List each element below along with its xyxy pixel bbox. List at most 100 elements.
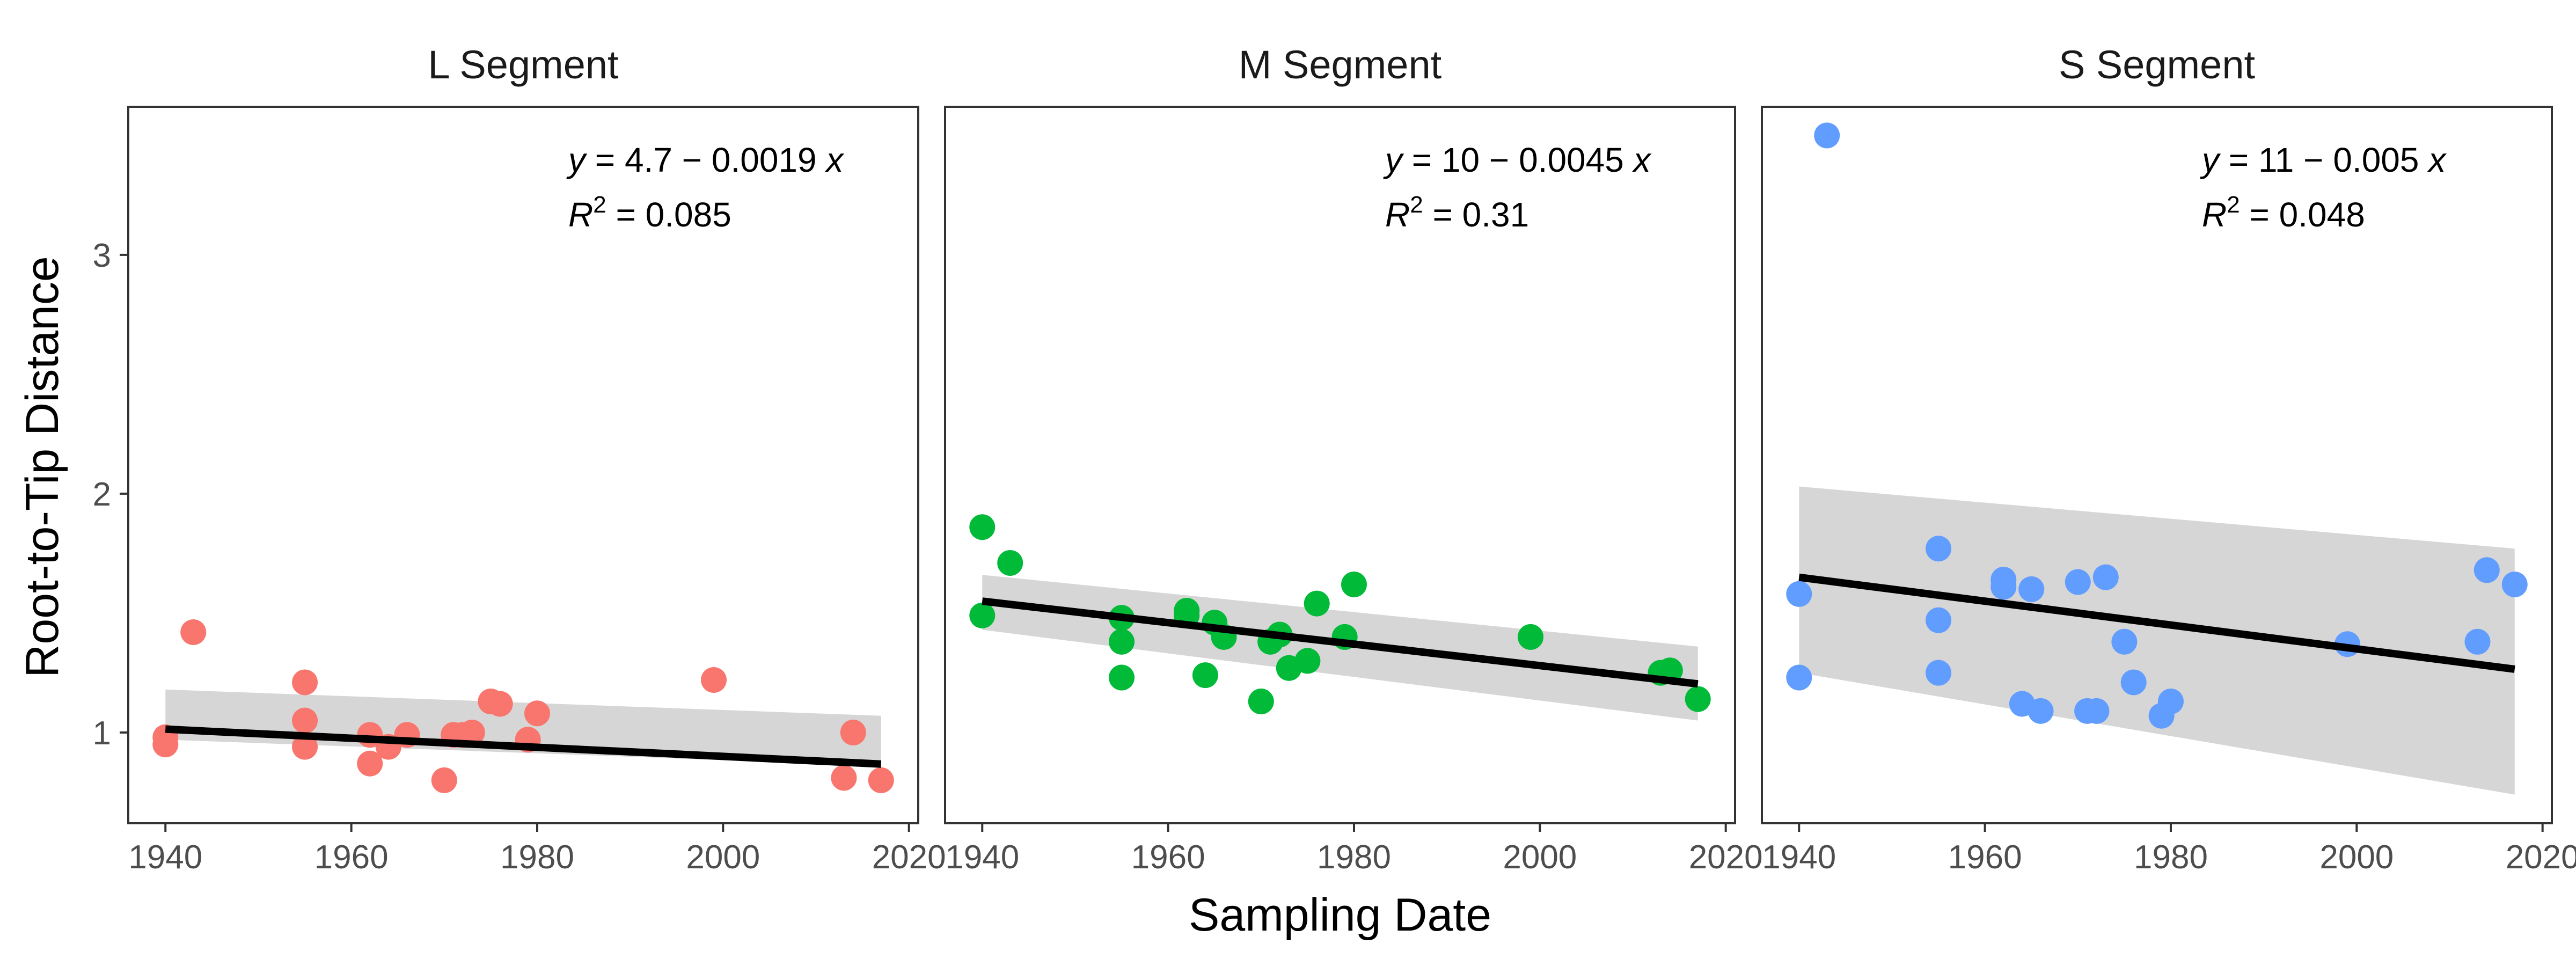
regression-line xyxy=(982,597,1699,688)
data-point xyxy=(701,667,727,693)
equation-x: x xyxy=(2427,141,2447,179)
regression-equation: y = 10 − 0.0045 x xyxy=(1383,141,1652,179)
x-axis-title: Sampling Date xyxy=(1189,889,1491,941)
data-point xyxy=(1248,689,1274,715)
equation-y: y xyxy=(566,141,588,179)
equation-y: y xyxy=(2200,141,2221,179)
y-tick-label: 3 xyxy=(93,237,111,274)
equation-x: x xyxy=(824,141,844,179)
confidence-band xyxy=(1799,486,2515,795)
data-point xyxy=(1786,664,1812,691)
equation-body: = 11 − 0.005 xyxy=(2219,141,2428,179)
panel-title: S Segment xyxy=(2059,42,2256,87)
r-squared-exponent: 2 xyxy=(2227,192,2240,218)
data-point xyxy=(2157,689,2184,715)
data-point xyxy=(487,691,513,717)
panel-border xyxy=(944,106,1736,824)
data-point xyxy=(2092,564,2119,590)
data-point xyxy=(292,707,318,734)
x-tick-label: 2020 xyxy=(1689,839,1763,876)
x-tick-label: 2020 xyxy=(872,839,946,876)
data-point xyxy=(1926,660,1952,686)
data-point xyxy=(152,731,179,758)
data-point xyxy=(868,767,894,793)
r-squared-symbol: R xyxy=(568,195,593,234)
x-tick-label: 1980 xyxy=(500,839,574,876)
data-point xyxy=(2120,669,2147,696)
data-point xyxy=(2018,576,2045,602)
regression-equation: y = 11 − 0.005 x xyxy=(2200,141,2447,179)
x-tick-label: 1960 xyxy=(314,839,389,876)
data-point xyxy=(2083,698,2110,724)
equation-body: = 4.7 − 0.0019 xyxy=(586,141,826,179)
data-point xyxy=(2065,569,2091,595)
equation-y: y xyxy=(1383,141,1404,179)
equation-x: x xyxy=(1632,141,1652,179)
data-point xyxy=(1990,574,2017,600)
data-point xyxy=(1926,536,1952,562)
data-point xyxy=(831,765,857,791)
data-point xyxy=(1926,607,1952,633)
data-point xyxy=(1304,590,1330,617)
data-point xyxy=(524,700,550,727)
data-point xyxy=(292,734,318,760)
data-point xyxy=(431,767,457,793)
data-point xyxy=(2464,628,2491,655)
y-axis-title: Root-to-Tip Distance xyxy=(17,256,68,677)
r-squared: R2 = 0.31 xyxy=(1385,192,1529,234)
x-tick-label: 1980 xyxy=(1317,839,1391,876)
panel-title: L Segment xyxy=(428,42,619,87)
data-point xyxy=(969,602,996,628)
data-point xyxy=(2501,572,2528,597)
panel-m-segment: M Segment y = 10 − 0.0045 x R2 = 0.31 1940 1… xyxy=(944,42,1763,876)
x-tick-label: 2000 xyxy=(686,839,760,876)
r-squared-symbol: R xyxy=(1385,195,1410,234)
panel-title: M Segment xyxy=(1239,42,1442,87)
data-point xyxy=(1109,628,1135,655)
x-tick-label: 1940 xyxy=(945,839,1019,876)
panel-border xyxy=(127,106,919,824)
data-point xyxy=(180,619,207,645)
data-point xyxy=(1109,664,1135,691)
y-tick-label: 1 xyxy=(93,715,111,752)
data-point xyxy=(2111,628,2138,655)
r-squared-symbol: R xyxy=(2202,195,2227,234)
data-point xyxy=(997,550,1023,576)
data-point xyxy=(1294,648,1321,674)
x-tick-label: 2000 xyxy=(2319,839,2394,876)
data-point xyxy=(969,514,996,540)
panel-border xyxy=(1761,106,2553,824)
r-squared-exponent: 2 xyxy=(593,192,606,218)
data-point xyxy=(2028,698,2054,724)
x-tick-label: 1960 xyxy=(1948,839,2022,876)
regression-line xyxy=(1798,573,2515,673)
r-squared: R2 = 0.048 xyxy=(2202,192,2365,234)
regression-equation: y = 4.7 − 0.0019 x xyxy=(566,141,844,179)
data-point xyxy=(1341,572,1367,597)
r-squared-value: = 0.085 xyxy=(606,195,731,234)
data-point xyxy=(840,719,866,745)
data-point xyxy=(1518,624,1544,650)
y-tick-label: 2 xyxy=(93,476,111,513)
x-tick-label: 1940 xyxy=(1762,839,1836,876)
data-point xyxy=(2473,557,2500,583)
panel-s-segment: S Segment y = 11 − 0.005 x R2 = 0.048 1940 1… xyxy=(1761,42,2576,876)
x-tick-label: 1980 xyxy=(2134,839,2208,876)
regression-line xyxy=(165,725,882,768)
r-squared-value: = 0.31 xyxy=(1423,195,1529,234)
data-point xyxy=(292,669,318,696)
x-tick-label: 2020 xyxy=(2506,839,2576,876)
data-point xyxy=(459,719,485,745)
data-point xyxy=(1192,662,1218,689)
data-point xyxy=(1685,686,1711,712)
x-tick-label: 1940 xyxy=(128,839,202,876)
r-squared-value: = 0.048 xyxy=(2240,195,2365,234)
data-point xyxy=(357,750,383,777)
equation-body: = 10 − 0.0045 xyxy=(1402,141,1634,179)
x-tick-label: 1960 xyxy=(1131,839,1205,876)
r-squared-exponent: 2 xyxy=(1410,192,1423,218)
data-point xyxy=(1786,581,1812,607)
x-tick-label: 2000 xyxy=(1503,839,1577,876)
